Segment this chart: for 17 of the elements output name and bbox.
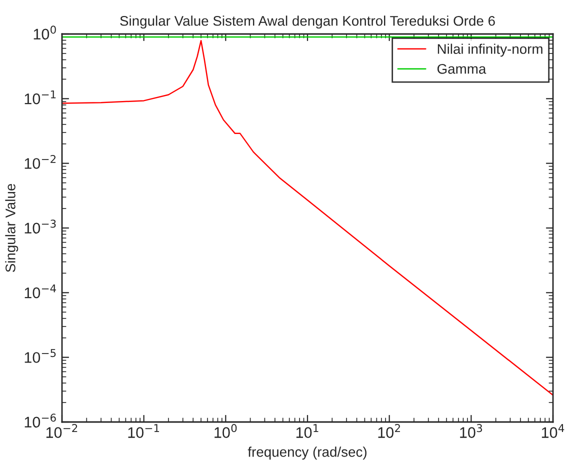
x-tick-label: 10$^{4}$ — [542, 424, 564, 438]
legend-label: Gamma — [437, 64, 486, 74]
y-tick-label: 10$^{−1}$ — [24, 90, 56, 104]
x-axis-title: frequency (rad/sec) — [248, 446, 366, 460]
y-tick-label: 10$^{−4}$ — [24, 284, 56, 298]
x-tick-label: 10$^{2}$ — [378, 424, 400, 438]
y-tick-label: 10$^{0}$ — [34, 26, 56, 40]
legend-label: Nilai infinity-norm — [438, 44, 542, 57]
x-tick-label: 10$^{−1}$ — [128, 424, 160, 438]
x-tick-label: 10$^{0}$ — [214, 424, 237, 438]
x-tick-label: 10$^{1}$ — [296, 424, 318, 438]
chart-title: Singular Value Sistem Awal dengan Kontrol Tereduksi Orde 6 — [120, 16, 495, 29]
y-tick-label: 10$^{−3}$ — [24, 220, 56, 234]
y-tick-label: 10$^{−2}$ — [24, 154, 56, 169]
x-tick-label: 10$^{3}$ — [460, 424, 482, 438]
y-tick-label: 10$^{−5}$ — [24, 349, 56, 363]
y-axis-title: Singular Value — [5, 184, 18, 272]
